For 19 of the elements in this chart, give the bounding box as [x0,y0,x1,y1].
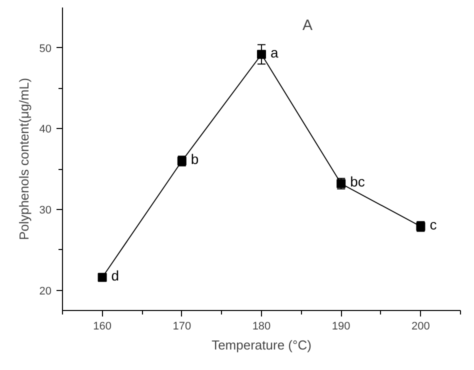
y-tick-label: 30 [39,204,52,216]
x-tick-label: 180 [252,320,271,332]
annotation: c [430,216,437,232]
x-tick-label: 160 [93,320,112,332]
y-tick-label: 20 [39,285,52,298]
y-axis-title: Polyphenols content(μg/mL) [16,78,32,240]
point [257,50,266,59]
annotation: b [190,151,199,168]
y-tick-label: 40 [39,124,52,136]
annotation: a [270,44,278,60]
y-tick-label: 50 [39,42,52,55]
point [98,272,107,282]
x-axis-title: Temperature (°C) [212,338,312,352]
text: A [302,17,313,34]
annotation: d [111,267,120,284]
x-tick-label: 170 [172,320,192,332]
annotation: bc [350,174,365,190]
x-tick-label: 190 [332,320,350,332]
x-tick-label: 200 [412,320,430,332]
